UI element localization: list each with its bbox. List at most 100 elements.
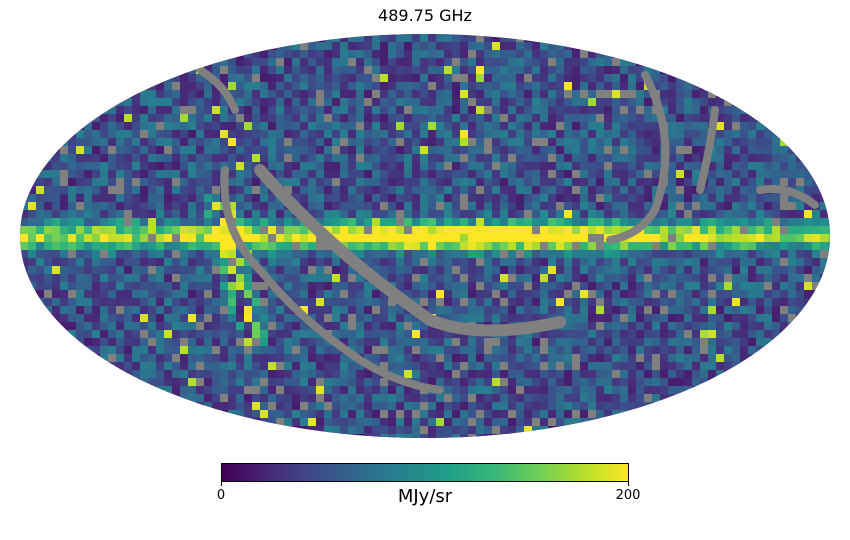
map-pixel (636, 242, 644, 250)
map-pixel (372, 202, 380, 210)
map-pixel (196, 82, 204, 90)
map-pixel (460, 50, 468, 58)
map-pixel (340, 106, 348, 114)
map-pixel (68, 154, 76, 162)
map-pixel (452, 346, 460, 354)
map-pixel (468, 378, 476, 386)
map-pixel (588, 274, 596, 282)
map-pixel (652, 314, 660, 322)
map-pixel (76, 274, 84, 282)
map-pixel (732, 130, 740, 138)
map-pixel (700, 314, 708, 322)
map-pixel (740, 146, 748, 154)
map-pixel (436, 394, 444, 402)
map-pixel (764, 226, 772, 234)
map-pixel (500, 314, 508, 322)
map-pixel (484, 66, 492, 74)
map-pixel (484, 386, 492, 394)
map-pixel (332, 266, 340, 274)
map-pixel (804, 242, 812, 250)
map-pixel (340, 186, 348, 194)
map-pixel (740, 338, 748, 346)
map-pixel (620, 162, 628, 170)
map-pixel (540, 98, 548, 106)
map-pixel (588, 218, 596, 226)
map-pixel (628, 322, 636, 330)
map-pixel (484, 170, 492, 178)
map-pixel (412, 42, 420, 50)
map-pixel (468, 130, 476, 138)
map-pixel (444, 418, 452, 426)
map-pixel (580, 258, 588, 266)
map-pixel (756, 226, 764, 234)
map-pixel (732, 162, 740, 170)
map-pixel (780, 138, 788, 146)
map-pixel (540, 82, 548, 90)
map-pixel (548, 402, 556, 410)
map-pixel (308, 418, 316, 426)
map-pixel (524, 178, 532, 186)
map-pixel (228, 74, 236, 82)
map-pixel (684, 354, 692, 362)
map-pixel (212, 178, 220, 186)
map-pixel (492, 154, 500, 162)
map-pixel (436, 34, 444, 42)
map-pixel (652, 266, 660, 274)
map-pixel (380, 426, 388, 434)
map-pixel (444, 66, 452, 74)
map-pixel (604, 226, 612, 234)
map-pixel (100, 322, 108, 330)
map-pixel (460, 250, 468, 258)
map-pixel (748, 162, 756, 170)
map-pixel (252, 202, 260, 210)
map-pixel (452, 298, 460, 306)
map-pixel (812, 250, 820, 258)
map-pixel (292, 122, 300, 130)
map-pixel (476, 226, 484, 234)
map-pixel (132, 114, 140, 122)
map-pixel (340, 410, 348, 418)
map-pixel (500, 426, 508, 434)
map-pixel (108, 106, 116, 114)
map-pixel (732, 146, 740, 154)
map-pixel (620, 322, 628, 330)
map-pixel (668, 90, 676, 98)
map-pixel (212, 402, 220, 410)
map-pixel (332, 66, 340, 74)
map-pixel (516, 410, 524, 418)
map-pixel (684, 90, 692, 98)
map-pixel (796, 210, 804, 218)
map-pixel (316, 298, 324, 306)
map-pixel (524, 386, 532, 394)
map-pixel (276, 98, 284, 106)
masked-pixel (268, 402, 276, 410)
map-pixel (660, 282, 668, 290)
map-pixel (140, 170, 148, 178)
map-pixel (604, 218, 612, 226)
map-pixel (628, 386, 636, 394)
map-pixel (92, 146, 100, 154)
map-pixel (180, 314, 188, 322)
map-pixel (532, 202, 540, 210)
map-pixel (564, 250, 572, 258)
map-pixel (812, 194, 820, 202)
map-pixel (612, 194, 620, 202)
masked-regions (44, 34, 828, 438)
map-pixel (148, 170, 156, 178)
map-pixel (356, 282, 364, 290)
map-pixel (628, 202, 636, 210)
map-pixel (740, 298, 748, 306)
map-pixel (20, 234, 28, 242)
map-pixel (660, 346, 668, 354)
map-pixel (516, 106, 524, 114)
map-pixel (668, 346, 676, 354)
map-pixel (396, 322, 404, 330)
map-pixel (396, 338, 404, 346)
map-pixel (500, 122, 508, 130)
map-pixel (212, 370, 220, 378)
map-pixel (604, 346, 612, 354)
map-pixel (68, 266, 76, 274)
map-pixel (660, 330, 668, 338)
map-pixel (308, 306, 316, 314)
map-pixel (436, 122, 444, 130)
